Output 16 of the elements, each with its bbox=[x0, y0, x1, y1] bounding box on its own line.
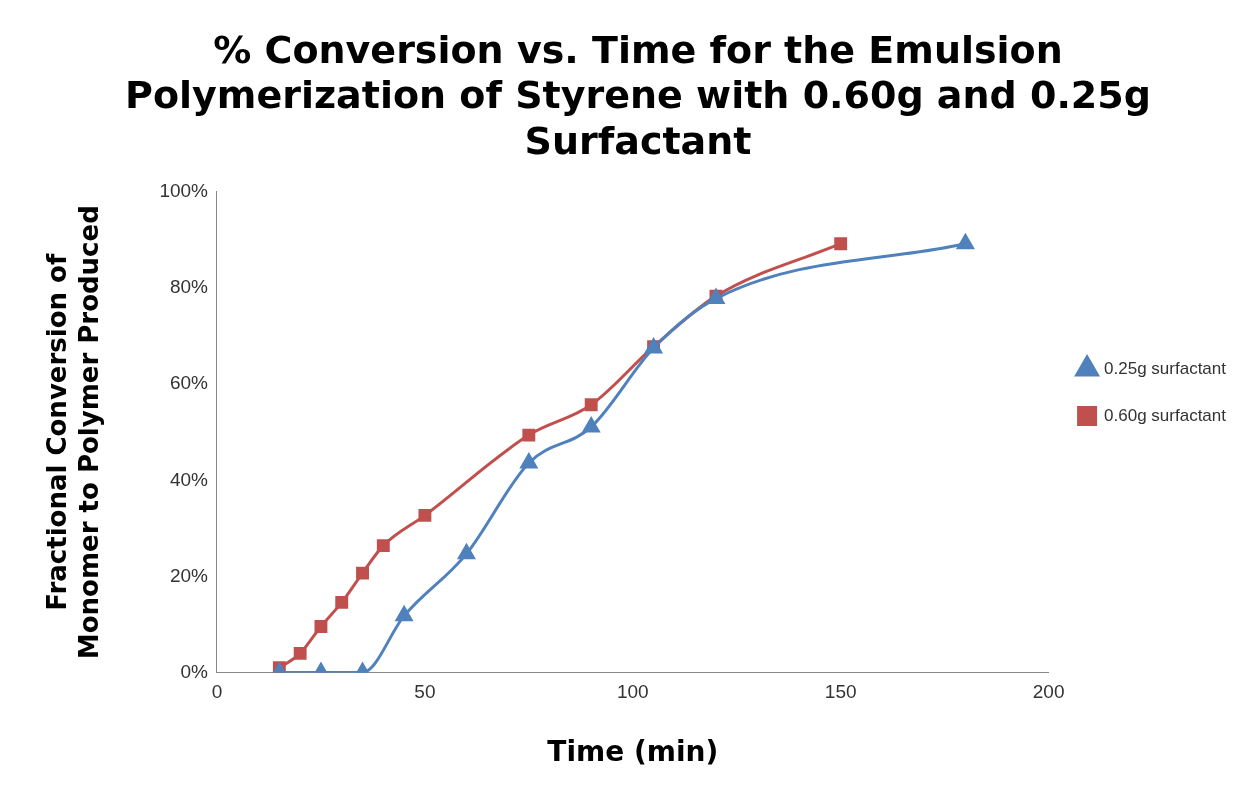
x-axis-title: Time (min) bbox=[547, 735, 719, 769]
y-tick-label: 60% bbox=[169, 372, 209, 394]
legend-label: 0.60g surfactant bbox=[1104, 405, 1227, 425]
y-tick-label: 20% bbox=[169, 564, 209, 586]
y-tick-label: 40% bbox=[169, 468, 209, 490]
legend-label: 0.25g surfactant bbox=[1104, 358, 1227, 378]
y-tick-label: 80% bbox=[169, 276, 209, 298]
y-tick-label: 100% bbox=[159, 180, 209, 202]
x-tick-label: 150 bbox=[824, 681, 857, 703]
chart-title: % Conversion vs. Time for the Emulsion Polymerization of Styrene with 0.60g and 0.25g Surfactant bbox=[125, 27, 1151, 163]
x-tick-label: 0 bbox=[211, 681, 223, 703]
y-tick-label: 0% bbox=[180, 660, 209, 682]
x-tick-label: 50 bbox=[414, 681, 436, 703]
y-axis-title: Fractional Conversion of Monomer to Polymer Produced bbox=[42, 205, 104, 660]
x-tick-label: 200 bbox=[1032, 681, 1065, 703]
x-tick-label: 100 bbox=[616, 681, 649, 703]
